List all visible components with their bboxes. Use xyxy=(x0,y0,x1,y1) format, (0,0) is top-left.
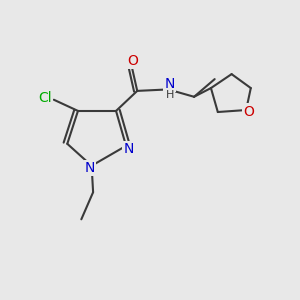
Text: H: H xyxy=(165,90,174,100)
Text: N: N xyxy=(85,161,95,175)
Text: N: N xyxy=(123,142,134,156)
Text: O: O xyxy=(243,104,254,118)
Text: O: O xyxy=(127,54,138,68)
Text: N: N xyxy=(164,77,175,91)
Text: Cl: Cl xyxy=(38,91,52,105)
